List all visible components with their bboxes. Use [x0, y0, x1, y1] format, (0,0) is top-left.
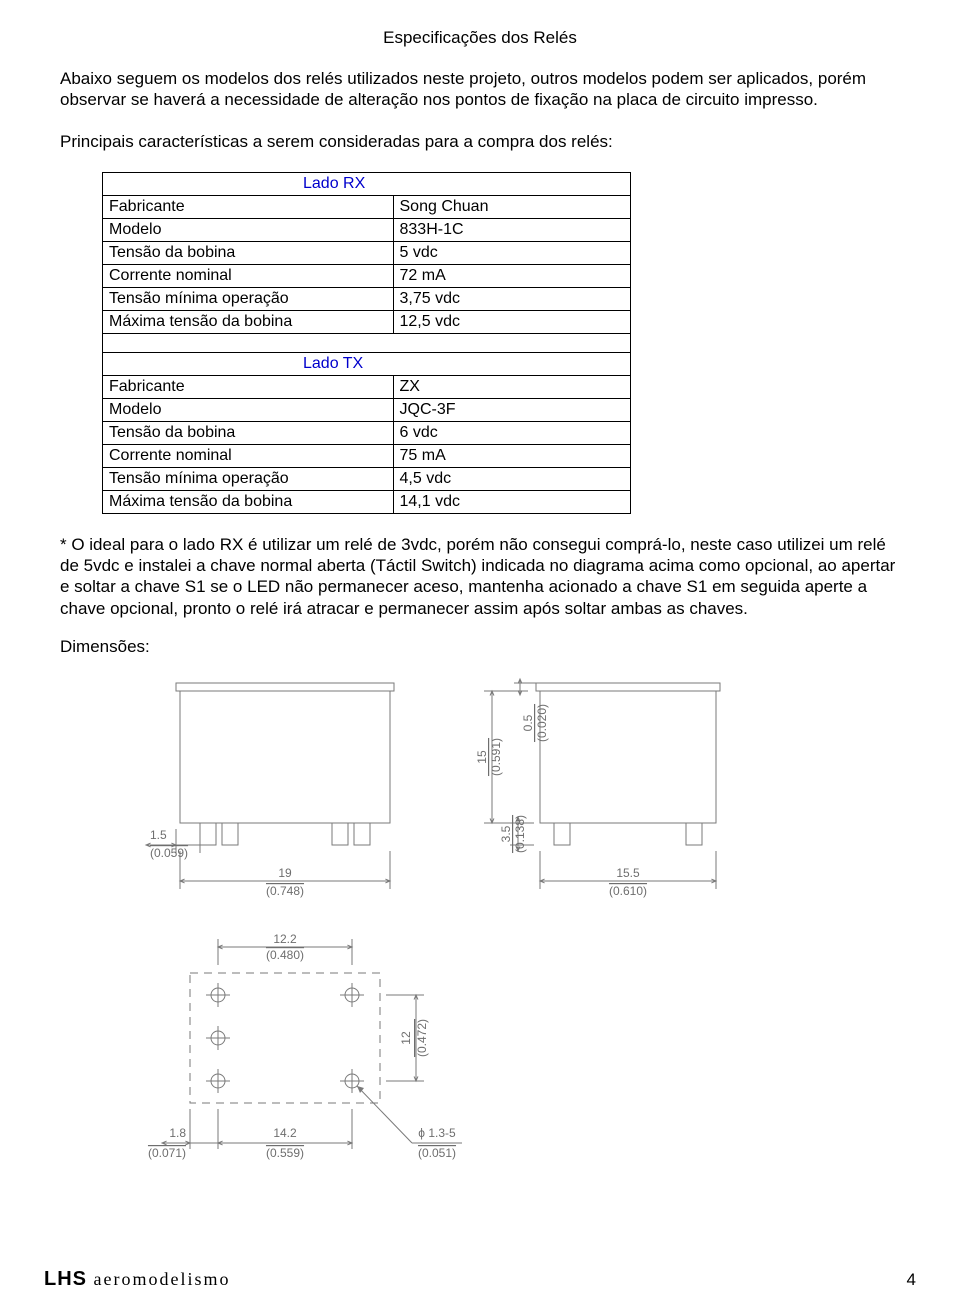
cell-label: Modelo	[103, 398, 394, 421]
cell-label: Tensão mínima operação	[103, 287, 394, 310]
svg-text:(0.138): (0.138)	[513, 815, 527, 853]
cell-value: 12,5 vdc	[393, 310, 631, 333]
cell-value: 4,5 vdc	[393, 467, 631, 490]
cell-label: Corrente nominal	[103, 444, 394, 467]
cell-value: JQC-3F	[393, 398, 631, 421]
table-row: Tensão mínima operação3,75 vdc	[103, 287, 631, 310]
table-row: ModeloJQC-3F	[103, 398, 631, 421]
rx-header: Lado RX	[103, 172, 631, 195]
cell-label: Máxima tensão da bobina	[103, 310, 394, 333]
page-title: Especificações dos Relés	[60, 28, 900, 48]
cell-value: 6 vdc	[393, 421, 631, 444]
svg-text:14.2: 14.2	[273, 1126, 297, 1140]
svg-text:(0.591): (0.591)	[489, 738, 503, 776]
cell-label: Corrente nominal	[103, 264, 394, 287]
relay-bottom-drawing: 12.2 (0.480) 12(0.472) 1.8 (0.071) 14.2 (0.559…	[110, 923, 610, 1173]
cell-value: 72 mA	[393, 264, 631, 287]
cell-label: Máxima tensão da bobina	[103, 490, 394, 513]
svg-text:15.5: 15.5	[616, 866, 640, 880]
note-paragraph: * O ideal para o lado RX é utilizar um r…	[60, 534, 900, 619]
table-row: Tensão da bobina5 vdc	[103, 241, 631, 264]
svg-text:(0.559): (0.559)	[266, 1146, 304, 1160]
svg-text:(0.472): (0.472)	[415, 1019, 429, 1057]
svg-text:0.5: 0.5	[521, 714, 535, 731]
table-row: Tensão da bobina6 vdc	[103, 421, 631, 444]
intro-paragraph: Abaixo seguem os modelos dos relés utili…	[60, 68, 900, 111]
cell-value: 833H-1C	[393, 218, 631, 241]
table-row: Corrente nominal75 mA	[103, 444, 631, 467]
cell-label: Modelo	[103, 218, 394, 241]
table-row: FabricanteZX	[103, 375, 631, 398]
table-row: Modelo833H-1C	[103, 218, 631, 241]
svg-text:(0.020): (0.020)	[535, 704, 549, 742]
cell-value: Song Chuan	[393, 195, 631, 218]
table-row: Corrente nominal72 mA	[103, 264, 631, 287]
cell-value: 5 vdc	[393, 241, 631, 264]
svg-text:(0.748): (0.748)	[266, 884, 304, 898]
svg-text:(0.059): (0.059)	[150, 846, 188, 860]
table-spacer	[103, 333, 631, 352]
dimension-drawings: 19 (0.748) 1.5 (0.059) 15(0.591) 0.5(0.020) 3…	[110, 673, 900, 1173]
footer-brand: LHS aeromodelismo	[44, 1268, 230, 1291]
cell-label: Tensão da bobina	[103, 421, 394, 444]
cell-value: 75 mA	[393, 444, 631, 467]
table-row: Máxima tensão da bobina12,5 vdc	[103, 310, 631, 333]
cell-value: ZX	[393, 375, 631, 398]
svg-text:(0.071): (0.071)	[148, 1146, 186, 1160]
relay-spec-table: Lado RX FabricanteSong Chuan Modelo833H-…	[102, 172, 631, 514]
cell-label: Fabricante	[103, 375, 394, 398]
cell-label: Fabricante	[103, 195, 394, 218]
footer-brand-rest: aeromodelismo	[87, 1269, 230, 1289]
footer-brand-lhs: LHS	[44, 1268, 87, 1290]
dimensions-label: Dimensões:	[60, 637, 900, 657]
svg-text:12: 12	[399, 1031, 413, 1045]
lead-paragraph: Principais características a serem consi…	[60, 131, 900, 152]
svg-text:(0.480): (0.480)	[266, 948, 304, 962]
cell-value: 3,75 vdc	[393, 287, 631, 310]
svg-text:12.2: 12.2	[273, 932, 297, 946]
svg-text:1.5: 1.5	[150, 828, 167, 842]
svg-text:19: 19	[278, 866, 292, 880]
table-row: Máxima tensão da bobina14,1 vdc	[103, 490, 631, 513]
tx-header: Lado TX	[103, 352, 631, 375]
svg-text:(0.051): (0.051)	[418, 1146, 456, 1160]
svg-text:1.8: 1.8	[169, 1126, 186, 1140]
cell-value: 14,1 vdc	[393, 490, 631, 513]
svg-text:ϕ 1.3-5: ϕ 1.3-5	[418, 1126, 456, 1140]
svg-text:3.5: 3.5	[499, 825, 513, 842]
cell-label: Tensão mínima operação	[103, 467, 394, 490]
page-footer: LHS aeromodelismo 4	[44, 1268, 916, 1291]
cell-label: Tensão da bobina	[103, 241, 394, 264]
svg-text:(0.610): (0.610)	[609, 884, 647, 898]
table-row: FabricanteSong Chuan	[103, 195, 631, 218]
relay-front-side-drawing: 19 (0.748) 1.5 (0.059) 15(0.591) 0.5(0.020) 3…	[110, 673, 850, 903]
page-number: 4	[907, 1270, 916, 1290]
table-row: Tensão mínima operação4,5 vdc	[103, 467, 631, 490]
svg-text:15: 15	[475, 750, 489, 764]
